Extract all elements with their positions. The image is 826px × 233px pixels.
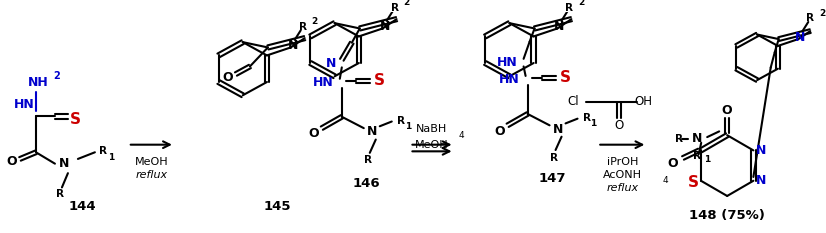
Text: R: R — [99, 146, 107, 156]
Text: R: R — [396, 116, 405, 126]
Text: HN: HN — [497, 56, 518, 69]
Text: N: N — [554, 20, 565, 33]
Text: 1: 1 — [591, 119, 596, 128]
Text: N: N — [367, 125, 377, 138]
Text: O: O — [309, 127, 319, 140]
Text: 2: 2 — [819, 9, 825, 18]
Text: N: N — [692, 133, 702, 145]
Text: N: N — [287, 39, 298, 52]
Text: Cl: Cl — [567, 96, 579, 108]
Text: reflux: reflux — [135, 170, 168, 180]
Text: OH: OH — [634, 96, 653, 108]
Text: O: O — [223, 71, 233, 84]
Text: S: S — [69, 112, 80, 127]
Text: 1: 1 — [704, 155, 710, 164]
Text: N: N — [379, 20, 390, 33]
Text: R: R — [806, 13, 814, 23]
Text: 2: 2 — [311, 17, 318, 26]
Text: NH: NH — [27, 76, 49, 89]
Text: HN: HN — [313, 76, 334, 89]
Text: O: O — [615, 119, 624, 132]
Text: 4: 4 — [662, 176, 668, 185]
Text: R: R — [391, 3, 399, 13]
Text: S: S — [374, 73, 385, 88]
Text: O: O — [494, 124, 505, 137]
Text: HN: HN — [499, 73, 520, 86]
Text: 1: 1 — [107, 154, 114, 162]
Text: 4: 4 — [458, 131, 464, 140]
Text: R: R — [675, 134, 683, 144]
Text: R: R — [582, 113, 591, 123]
Text: 2: 2 — [54, 71, 60, 81]
Text: S: S — [560, 70, 571, 85]
Text: 148 (75%): 148 (75%) — [689, 209, 765, 223]
Text: N: N — [325, 57, 336, 70]
Text: R: R — [693, 151, 701, 161]
Text: R: R — [299, 21, 306, 31]
Text: iPrOH: iPrOH — [606, 157, 638, 167]
Text: MeOH: MeOH — [135, 157, 169, 167]
Text: 147: 147 — [539, 172, 567, 185]
Text: N: N — [795, 31, 805, 44]
Text: R: R — [363, 155, 372, 165]
Text: 2: 2 — [578, 0, 585, 7]
Text: reflux: reflux — [606, 183, 638, 193]
Text: AcONH: AcONH — [603, 170, 642, 180]
Text: R: R — [566, 3, 573, 13]
Text: NaBH: NaBH — [415, 123, 447, 134]
Text: 146: 146 — [353, 177, 381, 190]
Text: 2: 2 — [403, 0, 410, 7]
Text: 145: 145 — [264, 200, 292, 213]
Text: S: S — [687, 175, 699, 190]
Text: N: N — [553, 123, 563, 136]
Text: O: O — [722, 104, 733, 117]
Text: N: N — [756, 144, 767, 157]
Text: O: O — [667, 157, 678, 170]
Text: 1: 1 — [405, 122, 411, 131]
Text: MeOH: MeOH — [415, 140, 449, 150]
Text: 144: 144 — [68, 200, 96, 213]
Text: O: O — [7, 155, 17, 168]
Text: R: R — [56, 189, 64, 199]
Text: R: R — [549, 153, 558, 163]
Text: N: N — [756, 174, 767, 187]
Text: HN: HN — [13, 98, 35, 111]
Text: N: N — [59, 157, 69, 170]
